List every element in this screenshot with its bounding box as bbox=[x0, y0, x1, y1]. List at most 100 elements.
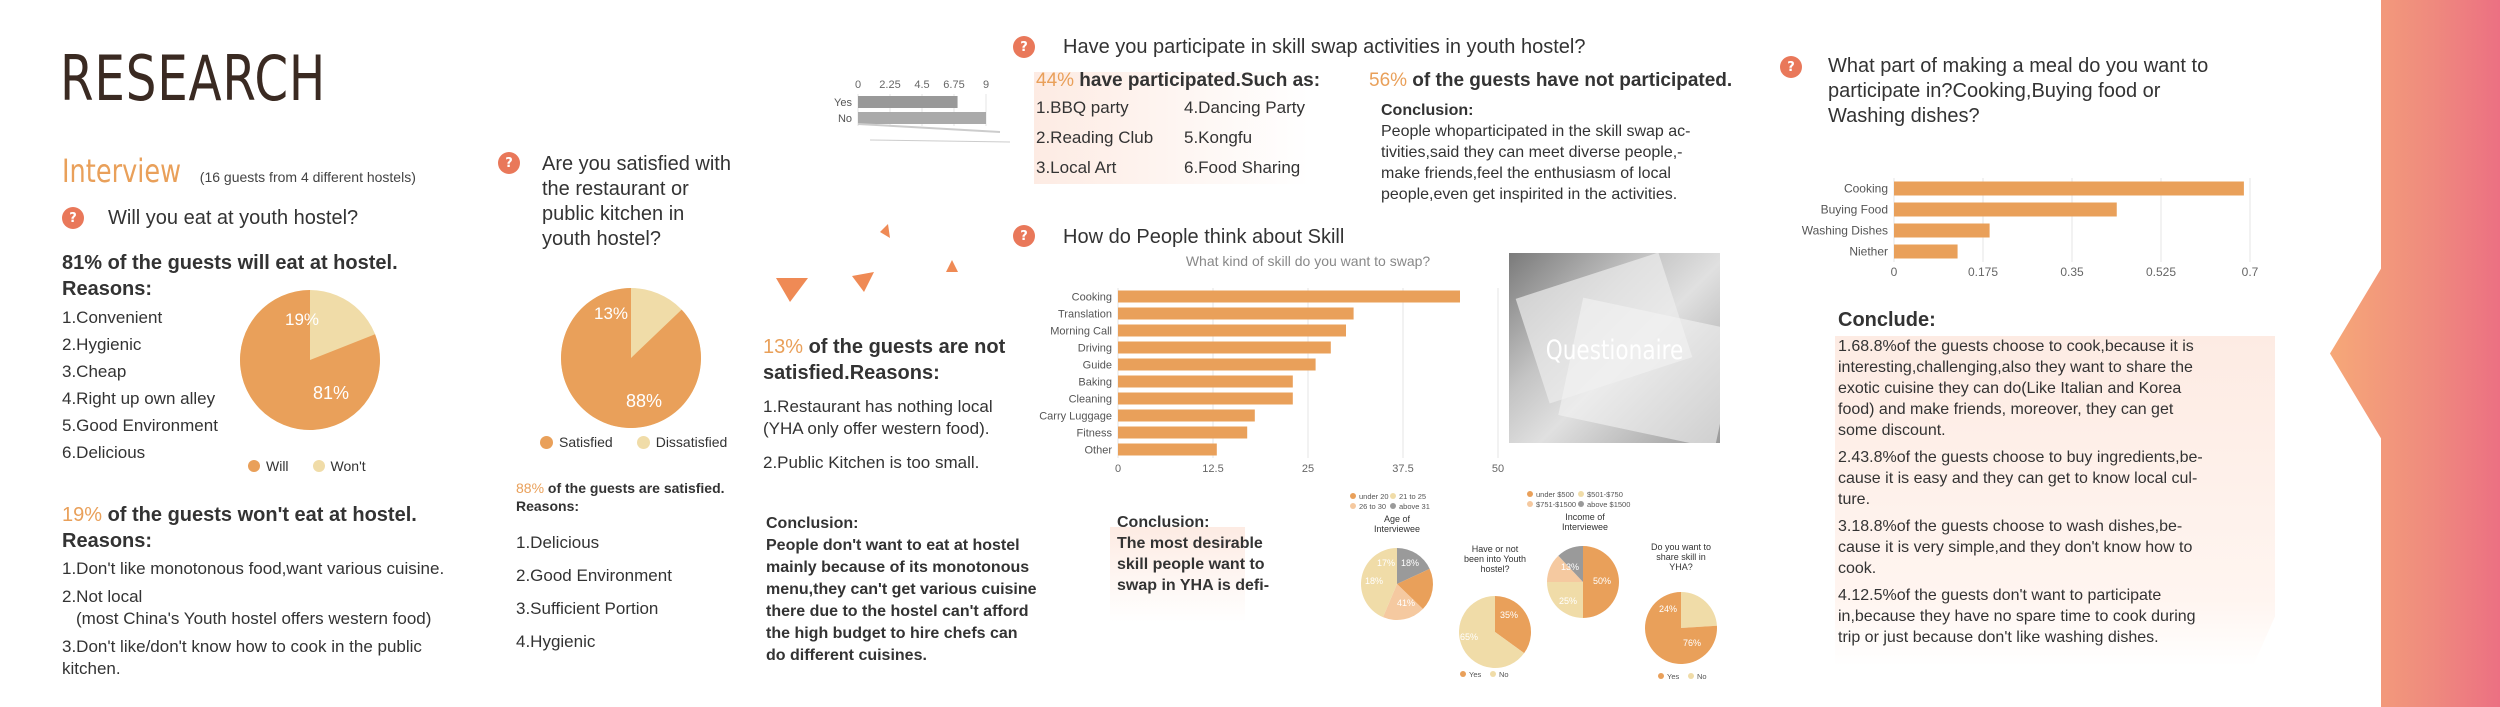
shadow-line bbox=[857, 123, 1001, 133]
legend-label: No bbox=[1697, 672, 1707, 681]
legend-dot bbox=[1527, 501, 1533, 507]
q4-conclusion-bg bbox=[1110, 527, 1245, 622]
tick-label: 0.7 bbox=[2242, 265, 2259, 279]
bar bbox=[1118, 409, 1255, 422]
q3-no-pct: 56% bbox=[1369, 70, 1408, 91]
q3-yes-pct: 44% bbox=[1036, 70, 1075, 91]
shadow-line bbox=[869, 139, 1011, 143]
category-label: Buying Food bbox=[1821, 203, 1888, 217]
pie-slice bbox=[1459, 596, 1525, 668]
triangle-shape bbox=[880, 224, 890, 238]
bar bbox=[1118, 324, 1346, 337]
q1-question: Will you eat at youth hostel? bbox=[108, 207, 359, 229]
list-item: 4.Right up own alley bbox=[62, 389, 216, 408]
legend-label: No bbox=[1499, 670, 1509, 679]
conclude-line: 1.68.8%of the guests choose to cook,beca… bbox=[1838, 338, 2194, 355]
legend-label: 21 to 25 bbox=[1399, 492, 1426, 501]
question-icon: ? bbox=[1013, 36, 1035, 58]
pie-slice-will bbox=[240, 290, 380, 430]
conclude-line: food) and make friends, moreover, they c… bbox=[1838, 401, 2174, 418]
legend-label-will: Will bbox=[266, 458, 289, 474]
age-pie-title: Age of Interviewee bbox=[1374, 514, 1420, 534]
bar bbox=[1894, 181, 2244, 196]
right-gradient-band bbox=[2330, 0, 2500, 707]
q1-pie-chart: 19% 81% bbox=[240, 290, 380, 430]
interview-note: (16 guests from 4 different hostels) bbox=[199, 169, 416, 185]
q2-dis-headline: 13% of the guests are not satisfied.Reas… bbox=[763, 334, 1005, 386]
q5-meal-chart: 0 0.175 0.35 0.525 0.7 Cooking Buying Food Wash… bbox=[1802, 178, 2259, 279]
legend-dot bbox=[1350, 493, 1356, 499]
conclude-label: Conclude: bbox=[1838, 309, 1936, 331]
title-line: Have or not bbox=[1472, 544, 1519, 554]
q1-no-headline: 19% of the guests won't eat at hostel. bbox=[62, 504, 417, 527]
q4-chart-group: 0 12.5 25 37.5 50 Cooking Translation Morning C… bbox=[1039, 253, 1504, 475]
conclusion-line: people,even get inspirited in the activi… bbox=[1381, 186, 1678, 203]
q2-question-line: youth hostel? bbox=[542, 228, 661, 250]
conclude-line: in,because they have no spare time to co… bbox=[1838, 608, 2196, 625]
q5-chart-group: 0 0.175 0.35 0.525 0.7 Cooking Buying Food Wash… bbox=[1802, 178, 2259, 279]
bar bbox=[1118, 392, 1293, 405]
question-icon: ? bbox=[1013, 225, 1035, 247]
q1-no-reasons-label: Reasons: bbox=[62, 530, 153, 552]
age-legend: under 20 21 to 25 26 to 30 above 31 bbox=[1350, 492, 1430, 511]
conclusion-line: there due to the hostel can't afford bbox=[766, 603, 1029, 620]
questionnaire-photo: Questionaire bbox=[1509, 253, 1720, 443]
legend-dot-dissatisfied bbox=[636, 435, 650, 449]
legend-dot bbox=[1490, 671, 1496, 677]
age-pie bbox=[1361, 548, 1433, 620]
pie-label: 76% bbox=[1683, 638, 1701, 648]
conclusion-label: Conclusion: bbox=[1381, 102, 1474, 119]
been-pie-title: Have or not been into Youth hostel? bbox=[1464, 544, 1526, 574]
q2-dis-pct: 13% bbox=[763, 336, 804, 358]
title-line: Income of bbox=[1565, 512, 1605, 522]
bar bbox=[1118, 307, 1354, 320]
pie-slice bbox=[1558, 546, 1583, 582]
conclude-line: 4.12.5%of the guests don't want to parti… bbox=[1838, 587, 2162, 604]
tick-label: 37.5 bbox=[1392, 463, 1413, 475]
bar bbox=[1118, 375, 1293, 388]
conclusion-line: skill people want to bbox=[1117, 556, 1265, 573]
category-label: Carry Luggage bbox=[1039, 410, 1112, 422]
title-line: been into Youth bbox=[1464, 554, 1526, 564]
pie-slice bbox=[1495, 596, 1531, 654]
q1-no-pct: 19% bbox=[62, 504, 103, 526]
category-label: Translation bbox=[1058, 308, 1112, 320]
list-item: 3.Local Art bbox=[1036, 158, 1117, 177]
pie-label: 18% bbox=[1401, 558, 1419, 568]
list-item: 2.Hygienic bbox=[62, 335, 142, 354]
category-label: Other bbox=[1084, 444, 1112, 456]
title-line: Age of bbox=[1384, 514, 1411, 524]
q1-no-rest: of the guests won't eat at hostel. bbox=[102, 504, 417, 526]
legend-label: Yes bbox=[1667, 672, 1679, 681]
question-icon: ? bbox=[1780, 56, 1802, 78]
paper-sheet bbox=[1558, 297, 1720, 443]
legend-label-satisfied: Satisfied bbox=[559, 434, 613, 450]
bar bbox=[1118, 290, 1460, 303]
pie-label: 65% bbox=[1460, 632, 1478, 642]
pie-slice-satisfied bbox=[561, 288, 701, 428]
q5-question-line: What part of making a meal do you want t… bbox=[1828, 55, 2209, 77]
question-icon: ? bbox=[62, 207, 84, 229]
conclusion-line: make friends,feel the enthusiasm of loca… bbox=[1381, 165, 1671, 182]
q2-dis-reasons: 1.Restaurant has nothing local (YHA only… bbox=[763, 396, 993, 474]
legend-dot bbox=[1390, 503, 1396, 509]
q3-yes-rest: have participated.Such as: bbox=[1074, 70, 1321, 91]
pie-slice bbox=[1397, 568, 1433, 610]
list-item: 1.BBQ party bbox=[1036, 98, 1129, 117]
legend-label: Yes bbox=[1469, 670, 1481, 679]
list-item: 3.Sufficient Portion bbox=[516, 599, 659, 618]
conclusion-label: Conclusion: bbox=[1117, 514, 1210, 531]
q5-conclude: Conclude: 1.68.8%of the guests choose to… bbox=[1838, 310, 2258, 648]
pie-label: 18% bbox=[1365, 576, 1383, 586]
q3-yes-headline: 44% have participated.Such as: bbox=[1036, 70, 1320, 92]
conclusion-label: Conclusion: bbox=[766, 515, 859, 532]
q1-reasons-label: Reasons: bbox=[62, 278, 153, 300]
list-item: 5.Kongfu bbox=[1184, 128, 1253, 147]
list-item-note: (most China's Youth hostel offers wester… bbox=[76, 609, 432, 628]
legend-label: under 20 bbox=[1359, 492, 1389, 501]
conclude-line: cause it is very simple,and they don't k… bbox=[1838, 539, 2193, 556]
legend-dot bbox=[1390, 493, 1396, 499]
q2-conclusion: Conclusion: People don't want to eat at … bbox=[766, 513, 1037, 667]
q5-question-line: Washing dishes? bbox=[1828, 105, 1980, 127]
list-item: 3.Don't like/don't know how to cook in t… bbox=[62, 637, 422, 656]
